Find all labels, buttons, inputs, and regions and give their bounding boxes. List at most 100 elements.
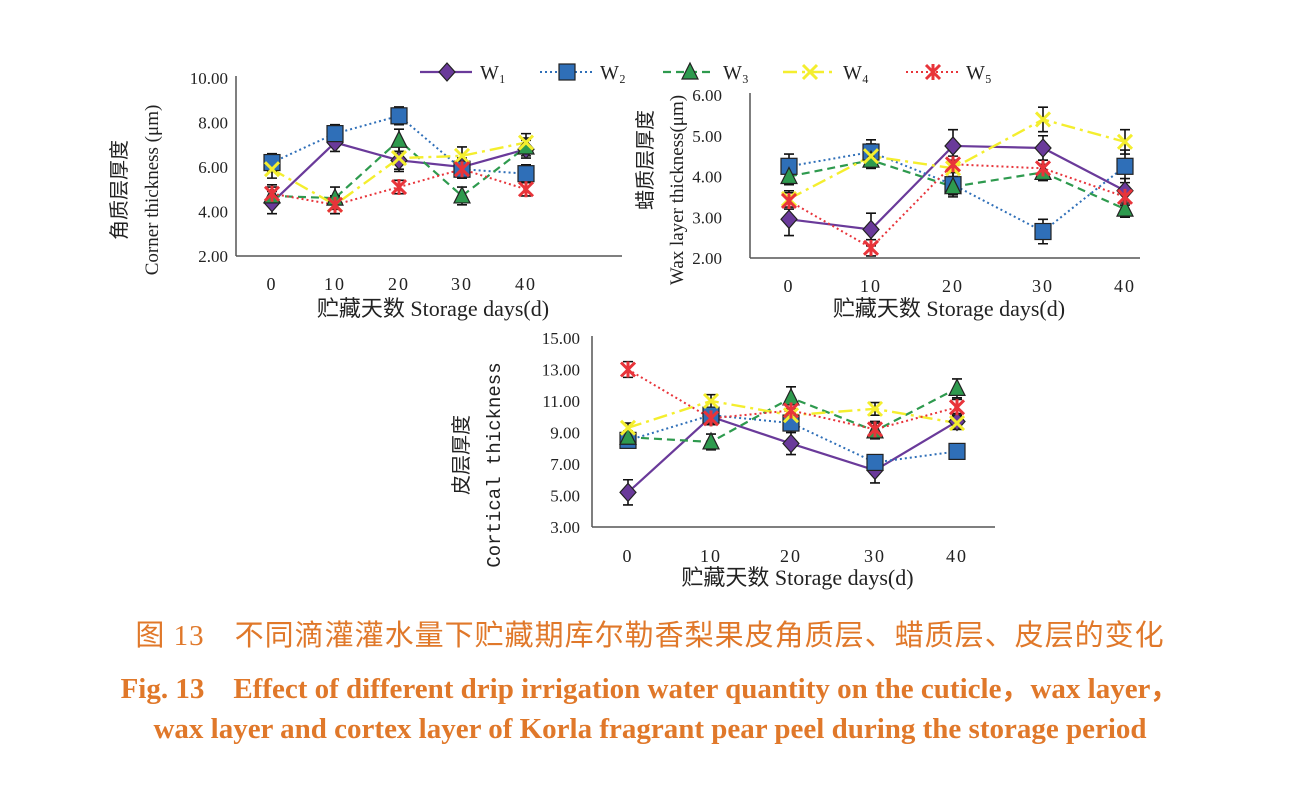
data-point-w3 [390,129,408,148]
x-tick-label: 0 [623,546,634,566]
data-point-w5 [780,192,798,210]
x-tick-label: 20 [388,274,410,294]
data-point-w4 [263,161,281,178]
data-point-w1 [862,219,880,240]
data-point-w4 [453,147,471,164]
x-tick-label: 10 [860,276,882,296]
x-tick-label: 40 [946,546,968,566]
data-point-w5 [1116,188,1134,205]
data-point-w4 [517,134,535,151]
data-point-w2 [1116,157,1134,175]
data-point-w5 [862,239,880,256]
y-tick-label: 13.00 [542,361,580,380]
data-point-w5 [782,402,800,419]
data-point-w2 [866,453,884,472]
x-tick-label: 0 [267,274,278,294]
x-axis-label: 贮藏天数 Storage days(d) [833,296,1065,321]
data-point-w3 [948,378,966,396]
y-axis-label-en: Corner thickness (μm) [142,105,163,276]
data-point-w1 [1034,138,1052,158]
legend-label-w2: W₂ [600,62,626,84]
x-axis-label: 贮藏天数 Storage days(d) [681,565,913,590]
y-tick-label: 2.00 [198,247,228,266]
y-tick-label: 5.00 [692,127,722,146]
caption-chinese: 图 13 不同滴灌灌水量下贮藏期库尔勒香梨果皮角质层、蜡质层、皮层的变化 [135,620,1165,652]
legend-marker-w4 [801,63,819,81]
data-point-w5 [948,399,966,416]
legend: W₁ W₂ W₃ W₄ W₅ [420,61,992,84]
x-tick-label: 10 [700,546,722,566]
data-point-w4 [862,148,880,165]
y-tick-label: 3.00 [550,518,580,537]
data-point-w4 [390,150,408,167]
y-axis-label-en: Cortical thickness [484,362,506,567]
data-point-w5 [702,410,720,427]
y-axis-label-cn: 角质层厚度 [107,140,131,240]
data-point-w5 [390,178,408,196]
data-point-w5 [326,196,344,213]
data-point-w3 [453,185,471,204]
x-tick-label: 30 [864,546,886,566]
x-tick-label: 30 [451,274,473,294]
legend-marker-w3 [681,61,699,80]
data-point-w3 [1116,198,1134,217]
chart-wax-layer-thickness: 2.00 3.00 4.00 5.00 6.00 0 10 20 30 40 贮藏天数 Storag… [633,86,1140,321]
y-tick-label: 3.00 [692,208,722,227]
y-tick-label: 2.00 [692,249,722,268]
data-point-w3 [944,176,962,195]
data-point-w4 [702,392,720,410]
data-point-w3 [619,426,637,445]
data-point-w1 [944,136,962,156]
data-point-w2 [390,107,408,125]
data-point-w2 [517,165,535,183]
data-point-w4 [948,414,966,432]
data-point-w5 [944,156,962,173]
y-tick-label: 6.00 [692,86,722,105]
legend-label-w3: W₃ [723,62,749,84]
legend-marker-w5 [924,63,942,81]
y-axis-label-en: Wax layer thickness(μm) [667,95,688,285]
y-tick-label: 4.00 [692,168,722,187]
caption-english-line-2: wax layer and cortex layer of Korla frag… [153,713,1147,745]
data-point-w5 [619,361,637,378]
x-tick-label: 0 [784,276,795,296]
data-point-w1 [782,433,800,454]
y-tick-label: 7.00 [550,455,580,474]
legend-label-w5: W₅ [966,62,992,84]
y-tick-label: 4.00 [198,203,228,222]
legend-marker-w2 [558,63,576,81]
chart-cortical-thickness: 3.00 5.00 7.00 9.00 11.00 13.00 15.00 0 10 20 30 40… [449,329,995,590]
x-tick-label: 40 [1114,276,1136,296]
data-point-w4 [1034,111,1052,128]
data-point-w4 [619,419,637,436]
data-point-w5 [453,161,471,178]
x-tick-label: 40 [515,274,537,294]
y-tick-label: 15.00 [542,329,580,348]
figure-13: W₁ W₂ W₃ W₄ W₅ 2.00 4.00 6.00 8.00 10.00 0 10 20 30 4… [107,61,1140,590]
data-point-w1 [619,482,637,503]
data-point-w2 [1034,222,1052,241]
data-point-w2 [326,125,344,143]
legend-label-w4: W₄ [843,62,869,84]
y-tick-label: 11.00 [542,392,580,411]
data-point-w4 [866,400,884,417]
y-tick-label: 9.00 [550,424,580,443]
y-tick-label: 8.00 [198,114,228,133]
x-tick-label: 30 [1032,276,1054,296]
legend-marker-w1 [438,62,456,82]
y-tick-label: 6.00 [198,158,228,177]
data-point-w2 [948,442,966,460]
data-point-w3 [780,166,798,185]
legend-label-w1: W₁ [480,62,506,84]
y-tick-label: 5.00 [550,487,580,506]
data-point-w1 [780,209,798,230]
y-axis-label-cn: 蜡质层厚度 [633,110,657,210]
data-point-w4 [1116,133,1134,150]
data-point-w5 [866,421,884,438]
data-point-w5 [263,185,281,202]
series-line-w4 [271,141,527,207]
caption-english-line-1: Fig. 13 Effect of different drip irrigat… [120,673,1180,705]
data-point-w3 [702,431,720,450]
x-tick-label: 20 [942,276,964,296]
